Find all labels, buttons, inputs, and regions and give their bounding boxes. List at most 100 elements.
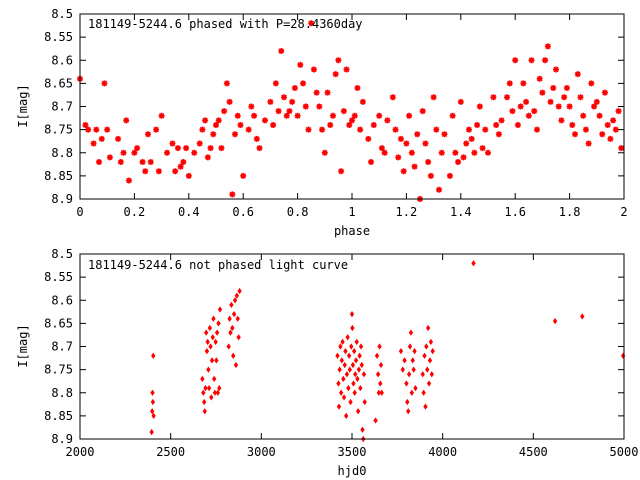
unphased-y-tick-label: 8.7 [51,340,73,354]
unphased-data-point [377,343,382,350]
unphased-data-point [207,324,212,332]
phased-data-point [213,122,219,128]
phased-data-point [332,71,339,78]
unphased-y-tick-label: 8.65 [44,316,73,330]
phased-data-point [267,98,274,105]
unphased-data-point [358,343,364,350]
phased-data-point [610,117,617,124]
phased-data-point [346,122,353,128]
unphased-data-point [341,394,347,401]
phased-data-point [82,122,89,128]
phased-data-point [425,159,432,165]
unphased-y-tick-label: 8.85 [44,409,73,423]
phased-data-point [389,94,396,101]
phased-x-tick-label: 0.8 [287,205,309,219]
phased-data-point [158,112,165,119]
phased-data-point [485,149,491,156]
unphased-data-point [340,338,345,346]
unphased-data-point [209,394,214,401]
phased-data-point [106,154,113,161]
phased-data-point [283,112,290,119]
unphased-data-point [408,329,414,336]
phased-data-point [245,126,252,133]
phased-data-point [392,126,399,133]
phased-data-point [270,122,277,128]
phased-data-point [615,108,622,115]
unphased-data-point [344,371,350,378]
unphased-data-point [203,384,208,392]
phased-data-point [286,108,293,115]
phased-data-point [278,48,285,54]
unphased-data-point [211,315,216,322]
unphased-data-point [216,320,221,327]
phased-data-point [123,117,130,124]
phased-data-point [319,126,326,133]
unphased-data-point [361,371,367,378]
unphased-data-point [204,329,209,336]
phased-data-point [463,140,470,147]
unphased-data-point [373,417,378,424]
phased-data-point [291,85,298,91]
unphased-data-point [423,403,428,410]
phased-data-point [422,140,429,147]
phased-data-point [599,131,606,138]
unphased-data-point [406,371,412,378]
phased-data-point [542,57,549,64]
phased-x-tick-label: 1.4 [450,205,472,219]
unphased-data-point [425,324,431,332]
unphased-data-point [210,334,215,341]
phased-data-point [335,57,342,64]
unphased-data-point [357,352,362,359]
unphased-data-point [358,384,363,392]
phased-data-point [199,126,206,133]
unphased-y-tick-label: 8.6 [51,293,73,307]
unphased-data-point [351,380,356,387]
phased-data-point [321,149,328,156]
unphased-plot-title: 181149-5244.6 not phased light curve [88,258,348,272]
unphased-y-tick-label: 8.8 [51,386,73,400]
phased-axis-ticks: 0 0.2 0.4 0.6 0.8 1 1.2 1.4 1.6 1.8 2 8.5 8.55 8.6 8.6… [44,7,628,219]
phased-data-point [395,154,402,161]
phased-x-tick-label: 0.2 [124,205,146,219]
unphased-data-point [376,389,382,396]
unphased-data-point [428,338,434,346]
phased-data-point [523,98,530,105]
phased-data-point [468,135,475,142]
phased-data-point [566,103,573,110]
phased-data-point [305,126,312,133]
unphased-data-point [350,324,355,332]
phased-data-point [359,98,366,105]
phased-data-point [120,149,127,156]
phased-data-point [142,168,149,175]
unphased-data-point [214,329,220,336]
unphased-data-point [204,347,210,355]
phased-data-point [343,66,350,73]
unphased-data-point [430,347,435,355]
phased-data-point [125,177,132,184]
unphased-data-point [405,398,410,406]
unphased-data-point [214,357,219,364]
phased-data-point [612,126,619,133]
unphased-y-tick-label: 8.9 [51,432,73,446]
phased-data-point [400,168,407,175]
unphased-data-point [356,366,362,373]
unphased-data-point [212,375,217,383]
phased-data-point [430,94,437,101]
unphased-data-point [347,366,352,373]
phased-x-tick-label: 1 [348,205,355,219]
unphased-data-point [346,384,351,392]
phased-x-tick-label: 1.8 [559,205,581,219]
phased-data-point [618,145,625,152]
unphased-data-point [205,338,210,346]
unphased-data-point [336,380,341,387]
phased-data-point [191,149,198,156]
phased-data-point [455,159,462,165]
phased-data-point [471,149,478,156]
unphased-data-point [236,334,241,341]
unphased-data-point [215,389,220,396]
unphased-data-point [378,380,383,387]
phased-data-point [253,135,260,142]
unphased-data-point [374,352,380,359]
phased-data-point [294,112,301,119]
phased-data-point [210,131,217,138]
